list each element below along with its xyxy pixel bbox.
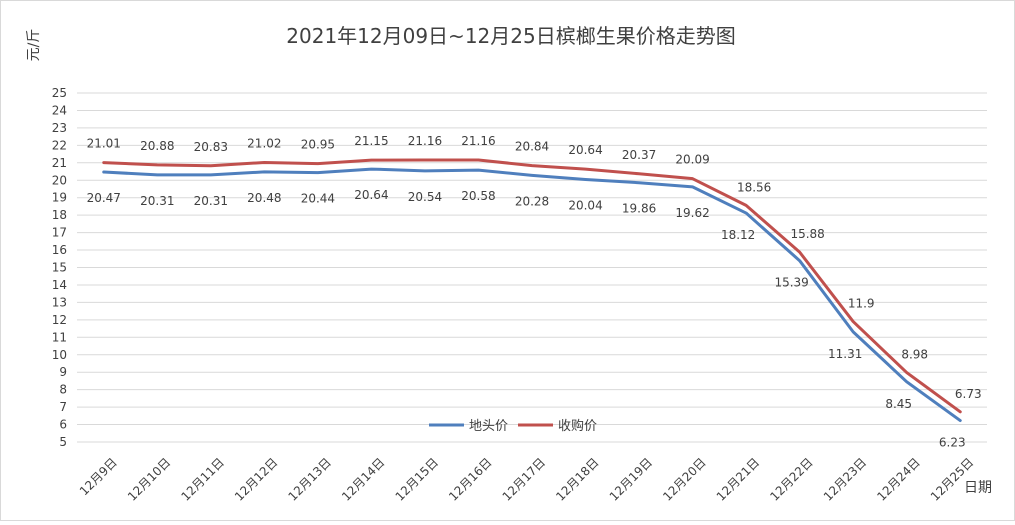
data-label: 11.31 bbox=[828, 347, 862, 361]
data-label: 20.31 bbox=[140, 194, 174, 208]
data-label: 20.95 bbox=[301, 138, 335, 152]
legend: 地头价 收购价 bbox=[429, 418, 597, 434]
y-tick-label: 13 bbox=[52, 295, 67, 309]
y-tick-label: 9 bbox=[59, 365, 67, 379]
data-label: 21.15 bbox=[354, 134, 388, 148]
data-label: 11.9 bbox=[848, 297, 875, 311]
data-label: 20.04 bbox=[568, 199, 602, 213]
y-tick-label: 16 bbox=[52, 243, 67, 257]
x-tick-label: 12月23日 bbox=[821, 455, 869, 503]
y-tick-label: 21 bbox=[52, 156, 67, 170]
y-axis-label: 元/斤 bbox=[26, 29, 42, 62]
y-tick-label: 20 bbox=[52, 173, 67, 187]
x-axis-ticks: 12月9日 12月10日 12月11日 12月12日 12月13日 12月14日 12月15… bbox=[77, 455, 977, 503]
data-label: 21.01 bbox=[87, 137, 121, 151]
y-tick-label: 14 bbox=[52, 278, 67, 292]
data-label: 18.12 bbox=[721, 228, 755, 242]
y-tick-label: 7 bbox=[59, 400, 67, 414]
chart-title: 2021年12月09日~12月25日槟榔生果价格走势图 bbox=[286, 24, 735, 48]
data-label: 21.16 bbox=[461, 134, 495, 148]
data-label: 20.64 bbox=[354, 188, 388, 202]
data-label: 20.44 bbox=[301, 192, 335, 206]
data-labels: 20.47 20.31 20.31 20.48 20.44 20.64 20.54 20.58… bbox=[87, 134, 982, 450]
x-tick-label: 12月16日 bbox=[446, 455, 494, 503]
x-tick-label: 12月19日 bbox=[607, 455, 655, 503]
x-tick-label: 12月21日 bbox=[714, 455, 762, 503]
series-line-shougoujia bbox=[102, 158, 962, 414]
data-label: 20.58 bbox=[461, 189, 495, 203]
data-label: 20.09 bbox=[675, 153, 709, 167]
data-label: 8.45 bbox=[885, 397, 912, 411]
y-tick-label: 22 bbox=[52, 138, 67, 152]
data-label: 20.48 bbox=[247, 191, 281, 205]
legend-label-ditoujia: 地头价 bbox=[469, 419, 508, 434]
x-axis-label: 日期 bbox=[964, 480, 992, 496]
y-tick-label: 10 bbox=[52, 348, 67, 362]
grid-lines bbox=[77, 92, 987, 443]
data-label: 20.84 bbox=[515, 140, 549, 154]
x-tick-label: 12月15日 bbox=[393, 455, 441, 503]
x-tick-label: 12月18日 bbox=[553, 455, 601, 503]
data-label: 19.86 bbox=[622, 202, 656, 216]
y-tick-label: 8 bbox=[59, 383, 67, 397]
y-tick-label: 25 bbox=[52, 86, 67, 100]
data-label: 20.37 bbox=[622, 148, 656, 162]
data-label: 6.73 bbox=[955, 387, 982, 401]
x-tick-label: 12月17日 bbox=[500, 455, 548, 503]
x-tick-label: 12月10日 bbox=[125, 455, 173, 503]
data-label: 20.47 bbox=[87, 191, 121, 205]
data-label: 8.98 bbox=[901, 348, 928, 362]
x-tick-label: 12月11日 bbox=[178, 455, 226, 503]
x-tick-label: 12月22日 bbox=[767, 455, 815, 503]
y-tick-label: 19 bbox=[52, 191, 67, 205]
x-tick-label: 12月14日 bbox=[339, 455, 387, 503]
y-tick-label: 23 bbox=[52, 121, 67, 135]
data-label: 15.39 bbox=[774, 276, 808, 290]
data-label: 20.88 bbox=[140, 139, 174, 153]
x-tick-label: 12月20日 bbox=[660, 455, 708, 503]
y-tick-label: 24 bbox=[52, 103, 67, 117]
data-label: 20.64 bbox=[568, 143, 602, 157]
series-lines bbox=[102, 158, 962, 423]
x-tick-label: 12月13日 bbox=[286, 455, 334, 503]
data-label: 21.02 bbox=[247, 136, 281, 150]
y-tick-label: 6 bbox=[59, 418, 67, 432]
x-tick-label: 12月12日 bbox=[232, 455, 280, 503]
data-label: 19.62 bbox=[675, 206, 709, 220]
y-tick-label: 11 bbox=[52, 330, 67, 344]
y-axis-ticks: 5 6 7 8 9 10 11 12 13 14 15 16 17 18 19 20 21 22 23 24 25 bbox=[52, 86, 67, 449]
legend-label-shougoujia: 收购价 bbox=[558, 418, 597, 434]
x-tick-label: 12月24日 bbox=[874, 455, 922, 503]
series-line-ditoujia bbox=[102, 167, 962, 423]
data-label: 15.88 bbox=[790, 227, 824, 241]
data-label: 18.56 bbox=[737, 180, 771, 194]
x-tick-label: 12月9日 bbox=[77, 455, 120, 498]
y-tick-label: 5 bbox=[59, 435, 67, 449]
data-label: 20.83 bbox=[194, 140, 228, 154]
y-tick-label: 12 bbox=[52, 313, 67, 327]
y-tick-label: 15 bbox=[52, 261, 67, 275]
data-label: 20.28 bbox=[515, 194, 549, 208]
data-label: 20.31 bbox=[194, 194, 228, 208]
y-tick-label: 18 bbox=[52, 208, 67, 222]
data-label: 6.23 bbox=[939, 436, 966, 450]
data-label: 21.16 bbox=[408, 134, 442, 148]
data-label: 20.54 bbox=[408, 190, 442, 204]
y-tick-label: 17 bbox=[52, 226, 67, 240]
